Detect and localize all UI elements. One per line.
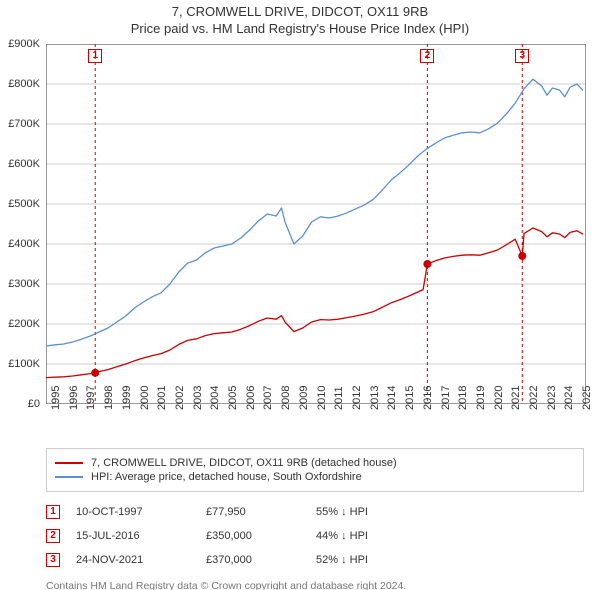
sale-date: 10-OCT-1997	[76, 506, 206, 518]
legend-label: HPI: Average price, detached house, Sout…	[91, 471, 362, 483]
legend-label: 7, CROMWELL DRIVE, DIDCOT, OX11 9RB (det…	[91, 457, 397, 469]
x-axis-label: 2010	[316, 385, 328, 409]
x-axis-label: 2023	[546, 385, 558, 409]
y-axis-label: £800K	[8, 78, 40, 90]
x-axis-label: 2019	[475, 385, 487, 409]
x-axis-label: 2000	[139, 385, 151, 409]
sale-date: 24-NOV-2021	[76, 554, 206, 566]
sale-delta: 44% ↓ HPI	[316, 530, 446, 542]
x-axis-label: 2001	[156, 385, 168, 409]
sale-marker-badge: 1	[46, 505, 60, 519]
sale-price: £350,000	[206, 530, 316, 542]
y-axis-label: £0	[28, 398, 40, 410]
x-axis-label: 2017	[440, 385, 452, 409]
chart-title-address: 7, CROMWELL DRIVE, DIDCOT, OX11 9RB	[0, 4, 600, 21]
x-axis-label: 2025	[581, 385, 593, 409]
legend-item: HPI: Average price, detached house, Sout…	[55, 471, 575, 483]
sale-date: 15-JUL-2016	[76, 530, 206, 542]
x-axis-label: 2016	[422, 385, 434, 409]
x-axis-label: 1995	[50, 385, 62, 409]
y-axis-label: £700K	[8, 118, 40, 130]
legend-box: 7, CROMWELL DRIVE, DIDCOT, OX11 9RB (det…	[46, 448, 584, 492]
x-axis-label: 2012	[351, 385, 363, 409]
sale-marker-badge: 2	[46, 529, 60, 543]
x-axis-label: 2008	[280, 385, 292, 409]
x-axis-label: 2018	[457, 385, 469, 409]
sale-marker-flag: 3	[515, 49, 529, 63]
x-axis-label: 2005	[227, 385, 239, 409]
x-axis-label: 2022	[528, 385, 540, 409]
sale-delta: 55% ↓ HPI	[316, 506, 446, 518]
footer-line-1: Contains HM Land Registry data © Crown c…	[46, 580, 584, 590]
x-axis-label: 2020	[493, 385, 505, 409]
y-axis-label: £500K	[8, 198, 40, 210]
x-axis-label: 2024	[563, 385, 575, 409]
x-axis-label: 1998	[103, 385, 115, 409]
x-axis-label: 2003	[192, 385, 204, 409]
sale-delta: 52% ↓ HPI	[316, 554, 446, 566]
sale-price: £370,000	[206, 554, 316, 566]
y-axis-label: £100K	[8, 358, 40, 370]
sale-marker-flag: 2	[420, 49, 434, 63]
footer-attribution: Contains HM Land Registry data © Crown c…	[46, 580, 584, 590]
y-axis-label: £400K	[8, 238, 40, 250]
x-axis-label: 2006	[245, 385, 257, 409]
x-axis-label: 1996	[68, 385, 80, 409]
x-axis-label: 1997	[85, 385, 97, 409]
x-axis-label: 2014	[386, 385, 398, 409]
legend-swatch	[55, 462, 83, 464]
x-axis-label: 2021	[510, 385, 522, 409]
y-axis-label: £600K	[8, 158, 40, 170]
sale-price: £77,950	[206, 506, 316, 518]
x-axis-label: 2013	[369, 385, 381, 409]
chart-svg	[46, 44, 586, 404]
legend-swatch	[55, 476, 83, 478]
x-axis-label: 2011	[333, 386, 345, 410]
sale-marker-flag: 1	[88, 49, 102, 63]
legend-item: 7, CROMWELL DRIVE, DIDCOT, OX11 9RB (det…	[55, 457, 575, 469]
x-axis-label: 2015	[404, 385, 416, 409]
sale-row: 1 10-OCT-1997£77,95055% ↓ HPI	[46, 500, 584, 524]
sale-row: 3 24-NOV-2021£370,00052% ↓ HPI	[46, 548, 584, 572]
chart-area: £0£100K£200K£300K£400K£500K£600K£700K£80…	[46, 44, 586, 404]
chart-title-sub: Price paid vs. HM Land Registry's House …	[0, 21, 600, 38]
y-axis-label: £300K	[8, 278, 40, 290]
y-axis-label: £900K	[8, 38, 40, 50]
x-axis-label: 2009	[298, 385, 310, 409]
sale-row: 2 15-JUL-2016£350,00044% ↓ HPI	[46, 524, 584, 548]
x-axis-label: 2004	[209, 385, 221, 409]
y-axis-label: £200K	[8, 318, 40, 330]
x-axis-label: 1999	[121, 385, 133, 409]
sale-marker-badge: 3	[46, 553, 60, 567]
sales-table: 1 10-OCT-1997£77,95055% ↓ HPI 2 15-JUL-2016…	[46, 500, 584, 572]
x-axis-label: 2007	[262, 385, 274, 409]
x-axis-label: 2002	[174, 385, 186, 409]
